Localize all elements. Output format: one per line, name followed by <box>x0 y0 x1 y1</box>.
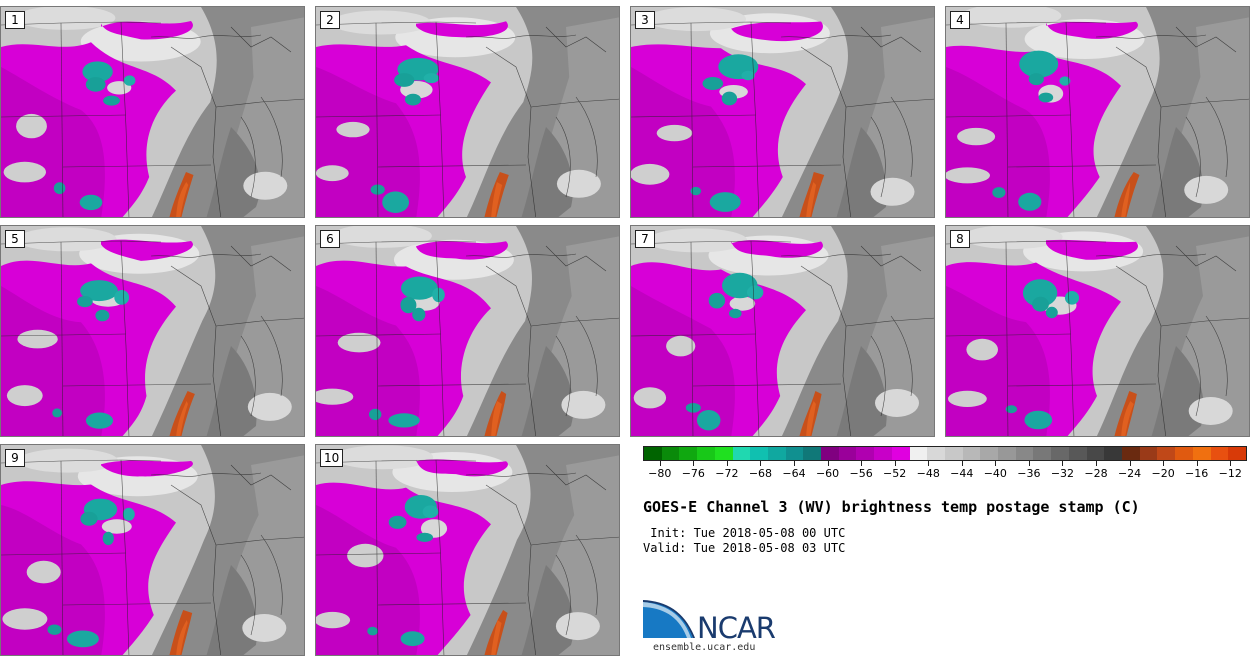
colorbar-segment <box>803 447 822 460</box>
colorbar-tick <box>928 461 930 466</box>
stamp-number-label: 5 <box>5 230 25 248</box>
stamp-number-label: 7 <box>635 230 655 248</box>
colorbar-tick <box>1096 461 1097 466</box>
stamp-number-label: 4 <box>950 11 970 29</box>
colorbar-tick <box>1196 461 1198 466</box>
colorbar-segment <box>767 447 786 460</box>
colorbar-tick <box>1230 461 1232 466</box>
colorbar-tick-label: −36 <box>1017 467 1041 480</box>
postage-stamp-panel: 3 <box>630 6 935 218</box>
colorbar-tick-label: −32 <box>1050 467 1075 480</box>
postage-stamp-panel: 10 <box>315 444 620 656</box>
colorbar-tick-label: −12 <box>1218 467 1242 480</box>
colorbar-segment <box>821 447 839 460</box>
colorbar-segment <box>1139 447 1158 460</box>
colorbar-tick <box>861 461 863 466</box>
stamp-number-label: 1 <box>5 11 25 29</box>
colorbar-segment <box>874 447 892 460</box>
colorbar-tick <box>794 461 795 466</box>
colorbar-tick-label: −28 <box>1084 467 1108 480</box>
colorbar-tick <box>961 461 963 466</box>
postage-stamp-panel: 2 <box>315 6 620 218</box>
stamp-number-label: 8 <box>950 230 970 248</box>
colorbar-segment <box>1121 447 1140 460</box>
colorbar-segment <box>732 447 751 460</box>
colorbar-tick-label: −44 <box>950 467 974 480</box>
colorbar-segment <box>1051 447 1069 460</box>
postage-stamp-panel: 8 <box>945 225 1250 437</box>
colorbar-tick-label: −60 <box>815 467 840 480</box>
colorbar-tick-label: −72 <box>715 467 739 480</box>
colorbar-tick-label: −40 <box>983 467 1007 480</box>
postage-stamp-panel: 7 <box>630 225 935 437</box>
colorbar-segment <box>1175 447 1193 460</box>
valid-time: Valid: Tue 2018-05-08 03 UTC <box>643 541 846 555</box>
postage-stamp-panel: 4 <box>945 6 1250 218</box>
colorbar-segment <box>1033 447 1052 460</box>
colorbar-segment <box>1086 447 1105 460</box>
colorbar <box>643 446 1247 461</box>
colorbar-segment <box>750 447 768 460</box>
colorbar-tick-label: −20 <box>1151 467 1175 480</box>
colorbar-tick <box>1062 461 1064 466</box>
postage-stamp-panel: 6 <box>315 225 620 437</box>
colorbar-segment <box>714 447 733 460</box>
colorbar-tick <box>1163 461 1165 466</box>
colorbar-tick <box>1129 461 1131 466</box>
colorbar-segment <box>1210 447 1229 460</box>
colorbar-segment <box>697 447 715 460</box>
postage-stamp-panel: 9 <box>0 444 305 656</box>
colorbar-segment <box>785 447 804 460</box>
colorbar-segment <box>1068 447 1087 460</box>
colorbar-ticks: −80 −76 −72 −68 −64 −60 −56 −52 −48 −44 −40 −36 −32−… <box>643 461 1247 485</box>
colorbar-tick-label: −76 <box>681 467 705 480</box>
colorbar-segment <box>1104 447 1122 460</box>
colorbar-tick <box>894 461 896 466</box>
colorbar-tick <box>827 461 829 466</box>
colorbar-tick-label: −52 <box>883 467 907 480</box>
ncar-logo-text: NCAR <box>697 611 776 645</box>
colorbar-segment <box>927 447 945 460</box>
colorbar-segment <box>909 447 928 460</box>
stamp-number-label: 10 <box>320 449 344 467</box>
colorbar-tick <box>760 461 762 466</box>
colorbar-tick <box>726 461 728 466</box>
colorbar-tick-label: −16 <box>1185 467 1209 480</box>
stamp-number-label: 2 <box>320 11 340 29</box>
colorbar-segment <box>980 447 999 460</box>
colorbar-segment <box>661 447 680 460</box>
colorbar-tick <box>995 461 997 466</box>
colorbar-tick <box>1028 461 1030 466</box>
colorbar-tick <box>659 461 661 466</box>
postage-stamp-panel: 5 <box>0 225 305 437</box>
colorbar-tick-label: −80 <box>648 467 672 480</box>
colorbar-segment <box>998 447 1016 460</box>
colorbar-tick-label: −48 <box>916 467 940 480</box>
colorbar-segment <box>644 447 662 460</box>
colorbar-segment <box>679 447 698 460</box>
postage-stamp-panel: 1 <box>0 6 305 218</box>
colorbar-segment <box>962 447 981 460</box>
ncar-url: ensemble.ucar.edu <box>653 642 756 653</box>
colorbar-tick-label: −56 <box>849 467 873 480</box>
colorbar-tick-label: −68 <box>748 467 773 480</box>
stamp-number-label: 3 <box>635 11 655 29</box>
init-time: Init: Tue 2018-05-08 00 UTC <box>643 526 846 540</box>
colorbar-segment <box>838 447 857 460</box>
colorbar-segment <box>891 447 910 460</box>
colorbar-segment <box>856 447 875 460</box>
chart-title: GOES-E Channel 3 (WV) brightness temp po… <box>643 498 1140 516</box>
colorbar-segment <box>1228 447 1246 460</box>
colorbar-segment <box>944 447 963 460</box>
stamp-number-label: 6 <box>320 230 340 248</box>
colorbar-segment <box>1157 447 1176 460</box>
colorbar-segment <box>1015 447 1034 460</box>
colorbar-tick-label: −24 <box>1117 467 1142 480</box>
colorbar-tick <box>693 461 695 466</box>
colorbar-tick-label: −64 <box>782 467 806 480</box>
stamp-number-label: 9 <box>5 449 25 467</box>
ncar-logo-icon <box>643 600 695 638</box>
colorbar-segment <box>1192 447 1211 460</box>
